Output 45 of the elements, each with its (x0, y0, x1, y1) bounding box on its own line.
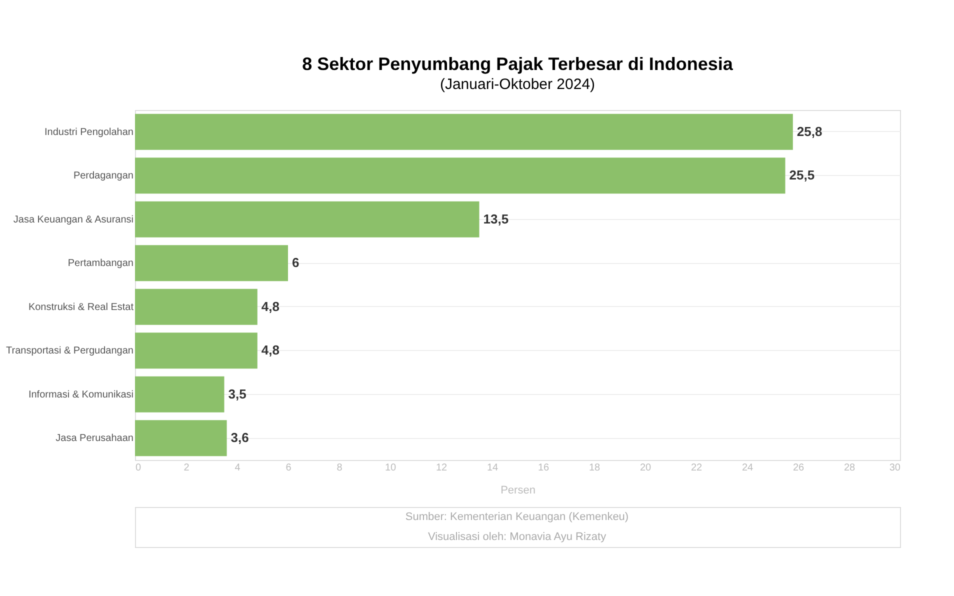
x-tick-label: 24 (742, 462, 754, 474)
x-tick-label: 30 (889, 462, 901, 474)
bar (135, 114, 793, 150)
text: Sumber: Kementerian Keuangan (Kemenkeu) (405, 511, 629, 523)
y-tick-label: Jasa Perusahaan (56, 433, 134, 444)
bar (135, 245, 288, 282)
x-tick-label: 22 (690, 462, 702, 474)
y-tick-label: Konstruksi & Real Estat (28, 302, 134, 313)
text: Visualisasi oleh: Monavia Ayu Rizaty (428, 531, 607, 543)
x-tick-label: 2 (184, 462, 190, 474)
x-tick-label: 20 (640, 462, 652, 474)
x-tick-label: 8 (336, 462, 343, 474)
bar (135, 288, 258, 325)
bar (135, 158, 786, 194)
x-tick-label: 28 (844, 462, 856, 474)
chart-subtitle: (Januari-Oktober 2024) (440, 76, 596, 93)
x-tick-label: 6 (286, 462, 292, 474)
x-tick-label: 18 (588, 462, 600, 474)
y-tick-label: Industri Pengolahan (44, 126, 134, 138)
x-tick-label: 0 (136, 462, 142, 474)
data-label: 4,8 (261, 298, 280, 314)
bar (135, 376, 224, 412)
bar (135, 201, 480, 238)
y-tick-label: Jasa Keuangan & Asuransi (13, 214, 134, 226)
x-axis-title: Persen (500, 484, 536, 496)
bar (135, 332, 258, 369)
data-label: 3,5 (228, 386, 246, 402)
y-tick-label: Informasi & Komunikasi (28, 389, 134, 400)
y-tick-label: Transportasi & Pergudangan (6, 346, 134, 357)
y-tick-label: Pertambangan (68, 258, 134, 270)
data-label: 25,5 (789, 168, 815, 183)
y-tick-label: Perdagangan (73, 170, 134, 182)
x-tick-label: 12 (436, 462, 448, 474)
x-tick-label: 4 (234, 462, 241, 474)
data-label: 13,5 (483, 211, 509, 226)
x-tick-label: 14 (486, 462, 498, 474)
chart-title: 8 Sektor Penyumbang Pajak Terbesar di Indonesia (302, 54, 734, 74)
x-tick-label: 10 (384, 462, 396, 474)
data-label: 6 (292, 255, 300, 270)
x-tick-label: 16 (538, 462, 550, 474)
data-label: 3,6 (230, 430, 249, 446)
bar (135, 420, 227, 456)
data-label: 4,8 (261, 342, 280, 358)
data-label: 25,8 (796, 124, 822, 139)
x-tick-label: 26 (792, 462, 804, 474)
